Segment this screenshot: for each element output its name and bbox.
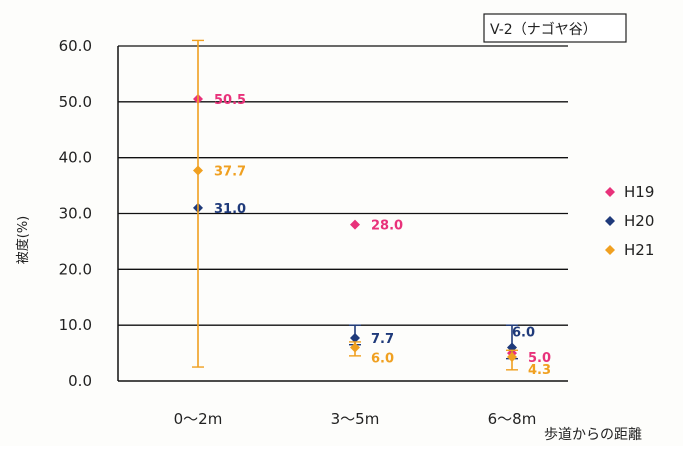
legend-label-h21: H21 <box>624 241 654 259</box>
data-point-h21 <box>350 342 360 353</box>
legend: H19 H20 H21 <box>605 183 654 259</box>
x-tick-label: 3～5m <box>331 410 380 428</box>
y-axis-title: 被度(%) <box>15 216 31 265</box>
data-label-h21: 4.3 <box>528 363 551 378</box>
y-tick-label: 50.0 <box>59 93 92 111</box>
y-tick-label: 20.0 <box>59 260 92 278</box>
legend-marker-h19 <box>605 187 615 197</box>
legend-marker-h20 <box>605 216 615 226</box>
data-point-h21 <box>193 165 203 176</box>
legend-label-h20: H20 <box>624 212 654 230</box>
marks-layer: 50.5 28.0 5.0 31.0 7.7 6.0 37.7 6.0 4.3 <box>192 39 551 378</box>
legend-marker-h21 <box>605 245 615 255</box>
x-tick-label: 0～2m <box>174 410 223 428</box>
y-tick-label: 0.0 <box>68 372 92 390</box>
chart-title-box: V-2（ナゴヤ谷） <box>483 13 627 43</box>
data-label-h19: 50.5 <box>214 93 246 108</box>
data-point-h19 <box>350 219 360 230</box>
x-tick-label: 6～8m <box>488 410 537 428</box>
data-label-h20: 6.0 <box>512 326 535 341</box>
y-tick-label: 60.0 <box>59 37 92 55</box>
data-point-h21 <box>507 351 517 362</box>
axis-layer: 0.0 10.0 20.0 30.0 40.0 50.0 60.0 0～2m 3～5m 6～8m <box>59 37 568 428</box>
data-label-h19: 28.0 <box>371 219 403 234</box>
data-label-h20: 7.7 <box>371 332 394 347</box>
legend-label-h19: H19 <box>624 183 654 201</box>
y-tick-label: 30.0 <box>59 205 92 223</box>
y-tick-label: 40.0 <box>59 149 92 167</box>
data-label-h21: 37.7 <box>214 165 246 180</box>
y-tick-label: 10.0 <box>59 316 92 334</box>
chart-title: V-2（ナゴヤ谷） <box>490 21 597 38</box>
data-label-h19: 5.0 <box>528 351 551 366</box>
grid-layer <box>118 45 568 326</box>
data-point-h20 <box>350 333 360 344</box>
data-label-h20: 31.0 <box>214 202 246 217</box>
data-label-h21: 6.0 <box>371 352 394 367</box>
x-axis-title: 歩道からの距離 <box>544 426 642 443</box>
